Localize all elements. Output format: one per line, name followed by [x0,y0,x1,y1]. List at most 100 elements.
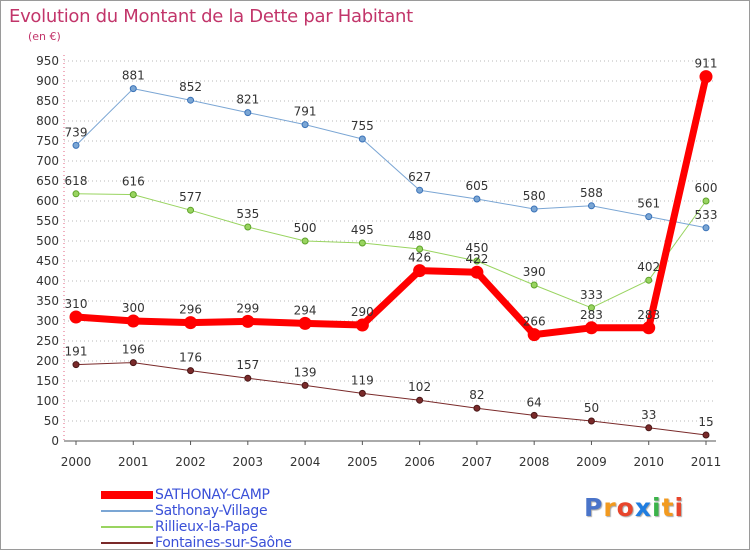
legend-label: SATHONAY-CAMP [155,487,270,503]
legend: SATHONAY-CAMP Sathonay-Village Rillieux-… [101,487,361,550]
series-line-1 [75,88,707,229]
legend-item-rillieux-la-pape[interactable]: Rillieux-la-Pape [101,519,361,535]
legend-label: Fontaines-sur-Saône [155,535,292,550]
data-point [358,239,366,247]
data-label: 296 [179,303,202,317]
proxiti-logo[interactable]: Proxiti [584,493,684,522]
data-point [702,224,710,232]
y-tick-label: 200 [36,354,59,368]
y-tick-label: 850 [36,94,59,108]
data-point [413,264,427,278]
data-label: 616 [122,175,145,189]
logo-letter: P [584,493,604,522]
data-label: 500 [294,221,317,235]
data-label: 176 [179,351,202,365]
data-label: 390 [523,265,546,279]
y-tick-label: 600 [36,194,59,208]
x-tick-label: 2000 [61,455,92,469]
logo-letter: i [674,493,685,522]
data-point [298,316,312,330]
legend-label: Sathonay-Village [155,503,268,519]
data-point [69,310,83,324]
x-axis-ticks: 2000 2001 2002 2003 2004 2005 2006 2007 2008 2009… [61,441,722,469]
x-tick-label: 2007 [462,455,493,469]
grid-lines [64,60,714,442]
data-label: 191 [65,345,88,359]
data-label: 450 [465,241,488,255]
legend-item-sathonay-village[interactable]: Sathonay-Village [101,503,361,519]
data-point [358,135,366,143]
y-tick-label: 400 [36,274,59,288]
data-point [358,389,366,397]
data-label: 755 [351,119,374,133]
data-label: 402 [637,260,660,274]
data-label: 50 [584,401,599,415]
logo-letter: x [634,493,652,522]
data-label: 627 [408,170,431,184]
data-point [241,314,255,328]
data-labels: 191 196 176 157 139 119 102 82 64 50 33 15 618 616 577… [65,57,718,429]
data-point [187,367,195,375]
data-label: 580 [523,189,546,203]
data-label: 300 [122,301,145,315]
data-label: 852 [179,80,202,94]
data-label: 600 [695,181,718,195]
y-tick-label: 150 [36,374,59,388]
data-point [244,109,252,117]
legend-label: Rillieux-la-Pape [155,519,258,535]
data-point [244,374,252,382]
data-label: 588 [580,186,603,200]
data-label: 533 [695,208,718,222]
data-label: 33 [641,408,656,422]
data-point [645,213,653,221]
legend-item-fontaines-sur-saone[interactable]: Fontaines-sur-Saône [101,535,361,550]
data-point [642,321,656,335]
x-tick-label: 2006 [404,455,435,469]
data-point [587,202,595,210]
data-label: 310 [65,297,88,311]
data-point [473,195,481,203]
y-tick-label: 700 [36,154,59,168]
series-points [69,70,713,439]
x-tick-label: 2011 [691,455,722,469]
data-point [473,404,481,412]
series-line-2 [75,193,707,309]
data-label: 480 [408,229,431,243]
data-point [702,197,710,205]
data-point [473,257,481,265]
y-tick-label: 950 [36,54,59,68]
legend-swatch [101,542,153,544]
x-tick-label: 2002 [175,455,206,469]
data-label: 196 [122,343,145,357]
data-label: 157 [236,358,259,372]
logo-letter: t [661,493,675,522]
data-label: 821 [236,93,259,107]
series-lines [72,73,710,436]
axes [63,55,716,442]
data-point [126,314,140,328]
data-point [587,417,595,425]
chart-title: Evolution du Montant de la Dette par Hab… [9,6,413,27]
legend-item-sathonay-camp[interactable]: SATHONAY-CAMP [101,487,361,503]
series-line-0 [72,73,710,339]
data-point [184,316,198,330]
data-point [355,318,369,332]
data-label: 426 [408,251,431,265]
data-point [416,245,424,253]
data-point [187,96,195,104]
data-point [301,381,309,389]
y-tick-label: 650 [36,174,59,188]
data-label: 535 [236,207,259,221]
y-tick-label: 0 [51,434,59,448]
data-label: 739 [65,125,88,139]
data-label: 422 [465,252,488,266]
data-label: 294 [294,303,317,317]
data-label: 495 [351,223,374,237]
y-tick-label: 900 [36,74,59,88]
data-point [416,186,424,194]
y-tick-label: 550 [36,214,59,228]
y-tick-label: 50 [44,414,59,428]
data-point [530,205,538,213]
